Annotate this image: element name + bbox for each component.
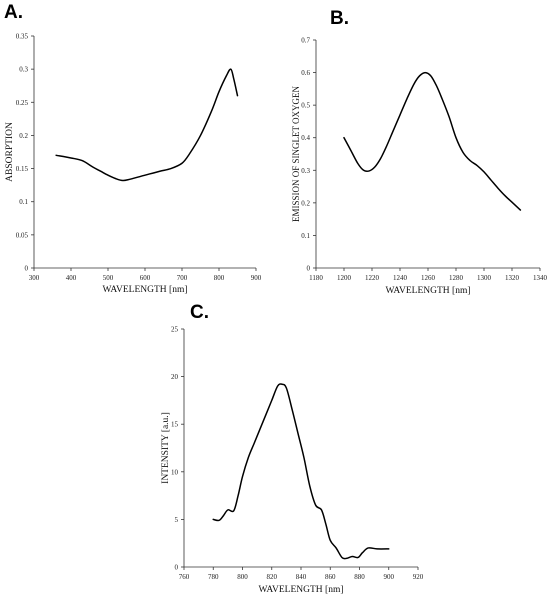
x-axis-title: WAVELENGTH [nm]	[258, 585, 343, 595]
x-axis-title: WAVELENGTH [nm]	[385, 286, 470, 296]
y-tick-label: 0.4	[301, 134, 310, 142]
panel-label: A.	[4, 2, 23, 23]
y-tick-label: 0.2	[19, 132, 28, 140]
y-tick-label: 0.7	[301, 37, 310, 45]
x-tick-label: 1300	[477, 274, 492, 282]
y-tick-label: 0.1	[301, 232, 310, 240]
series-line-0	[212, 383, 390, 560]
x-tick-label: 800	[214, 274, 225, 282]
chart-panel-0: A. 300 400 500 600 700 800 900 0 0.05 0.1 0.15 0.2 0.…	[4, 2, 262, 295]
x-tick-label: 1320	[505, 274, 520, 282]
y-axis-title: ABSORPTION	[5, 122, 15, 182]
y-tick-label: 0	[25, 265, 29, 273]
x-tick-label: 1200	[337, 274, 352, 282]
x-tick-label: 600	[140, 274, 151, 282]
chart-panel-2: C. 760 780 800 820 840 860 880 900 920 0 5 10 15 20 25 W…	[161, 302, 424, 595]
y-tick-label: 0.15	[16, 165, 29, 173]
y-axis-title: EMISSION OF SINGLET OXYGEN	[291, 85, 301, 222]
y-tick-label: 0.3	[19, 66, 28, 74]
y-tick-label: 0.05	[16, 231, 29, 239]
x-axis-title: WAVELENGTH [nm]	[102, 285, 187, 295]
y-tick-label: 0.6	[301, 69, 310, 77]
y-tick-label: 0.25	[16, 99, 29, 107]
x-tick-label: 300	[29, 274, 40, 282]
chart-panel-1: B. 1180 1200 1220 1240 1260 1280 1300 1320 1340 0 0…	[291, 8, 547, 296]
y-tick-label: 5	[175, 516, 179, 524]
x-tick-label: 900	[384, 573, 395, 581]
x-tick-label: 1220	[365, 274, 380, 282]
y-tick-label: 0.3	[301, 167, 310, 175]
x-tick-label: 1180	[309, 274, 323, 282]
x-tick-label: 800	[237, 573, 248, 581]
y-tick-label: 10	[171, 468, 179, 476]
y-tick-label: 0.1	[19, 198, 28, 206]
x-tick-label: 700	[177, 274, 188, 282]
y-tick-label: 0.2	[301, 199, 310, 207]
series-line-0	[343, 71, 522, 211]
x-tick-label: 860	[325, 573, 336, 581]
x-tick-label: 1260	[421, 274, 436, 282]
x-tick-label: 500	[103, 274, 114, 282]
series-line-0	[55, 68, 239, 182]
y-tick-label: 0	[307, 265, 311, 273]
x-tick-label: 400	[66, 274, 77, 282]
x-tick-label: 880	[354, 573, 365, 581]
x-tick-label: 920	[413, 573, 424, 581]
x-tick-label: 780	[208, 573, 219, 581]
y-tick-label: 25	[171, 326, 179, 334]
y-tick-label: 0	[175, 564, 179, 572]
y-axis-title: INTENSITY [a.u.]	[161, 412, 171, 484]
x-tick-label: 1240	[393, 274, 408, 282]
panel-label: C.	[190, 302, 209, 323]
x-tick-label: 820	[267, 573, 278, 581]
y-tick-label: 0.35	[16, 33, 29, 41]
y-tick-label: 15	[171, 421, 179, 429]
y-tick-label: 0.5	[301, 102, 310, 110]
x-tick-label: 1280	[449, 274, 464, 282]
panel-label: B.	[330, 8, 349, 29]
x-tick-label: 760	[179, 573, 190, 581]
x-tick-label: 1340	[533, 274, 548, 282]
x-tick-label: 900	[251, 274, 262, 282]
y-tick-label: 20	[171, 373, 179, 381]
x-tick-label: 840	[296, 573, 307, 581]
